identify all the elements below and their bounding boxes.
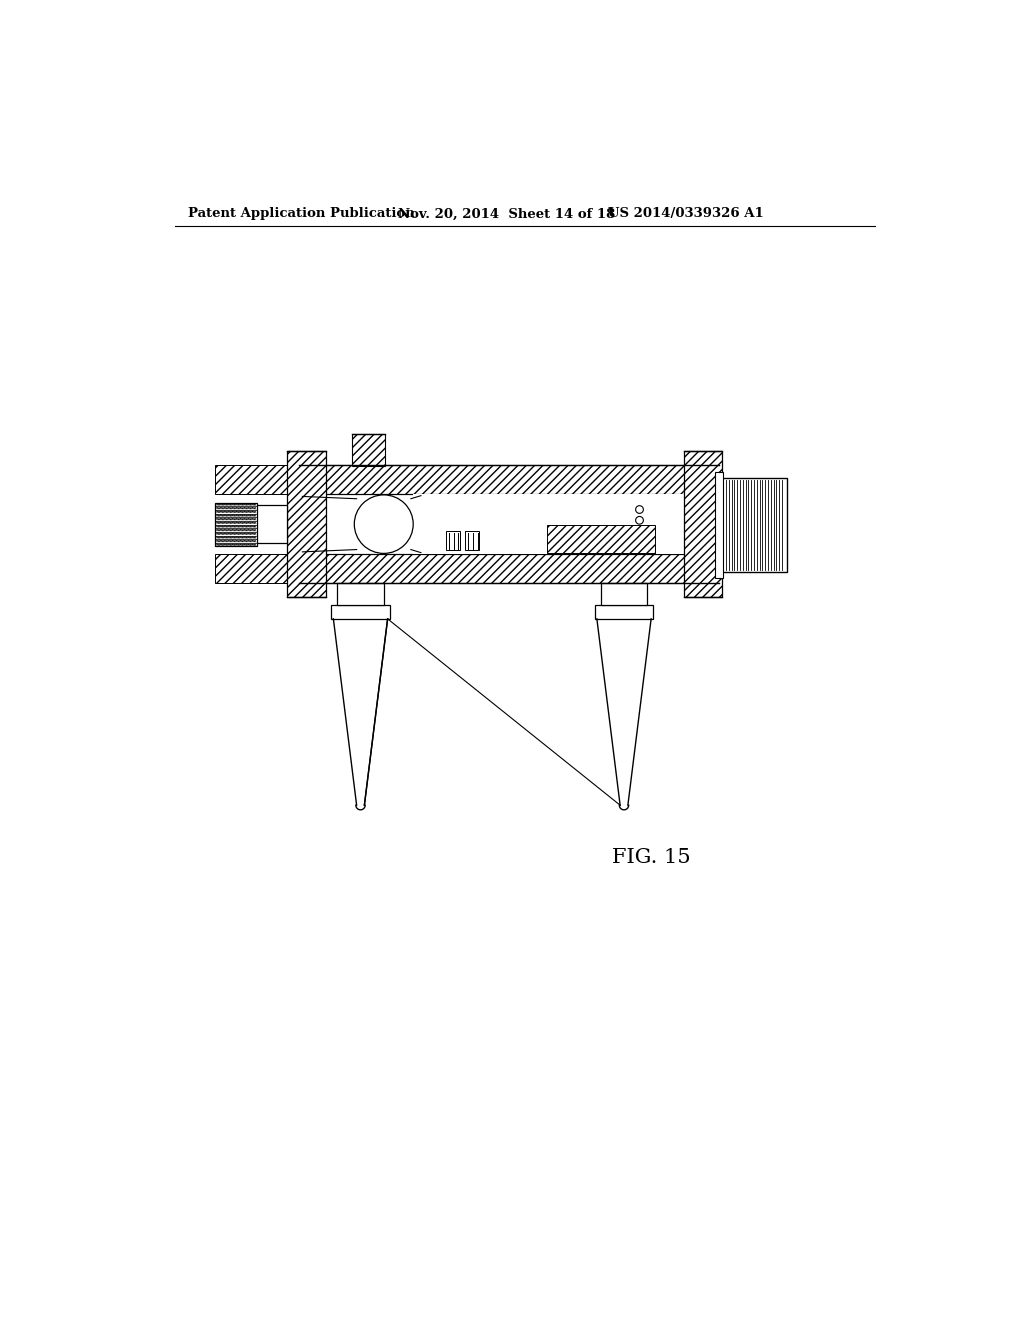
Text: Patent Application Publication: Patent Application Publication	[188, 207, 415, 220]
Bar	[299, 465, 719, 494]
Text: US 2014/0339326 A1: US 2014/0339326 A1	[608, 207, 764, 220]
Bar	[595, 605, 653, 619]
Bar	[287, 451, 326, 597]
Bar	[215, 503, 257, 546]
Text: Nov. 20, 2014  Sheet 14 of 18: Nov. 20, 2014 Sheet 14 of 18	[397, 207, 615, 220]
Bar	[215, 554, 326, 583]
Circle shape	[636, 506, 643, 513]
Bar	[414, 494, 691, 554]
Bar	[352, 434, 385, 466]
Bar	[337, 583, 384, 605]
Bar	[445, 531, 460, 550]
Bar	[601, 583, 647, 605]
Bar	[465, 531, 479, 550]
Text: FIG. 15: FIG. 15	[612, 847, 691, 866]
Bar	[299, 554, 719, 583]
Bar	[719, 478, 786, 572]
Bar	[716, 471, 723, 578]
Bar	[299, 494, 719, 554]
Circle shape	[636, 516, 643, 524]
Bar	[215, 465, 326, 494]
Bar	[547, 525, 655, 553]
Bar	[684, 451, 722, 597]
Bar	[331, 605, 390, 619]
Circle shape	[354, 495, 414, 553]
Bar	[256, 506, 287, 544]
